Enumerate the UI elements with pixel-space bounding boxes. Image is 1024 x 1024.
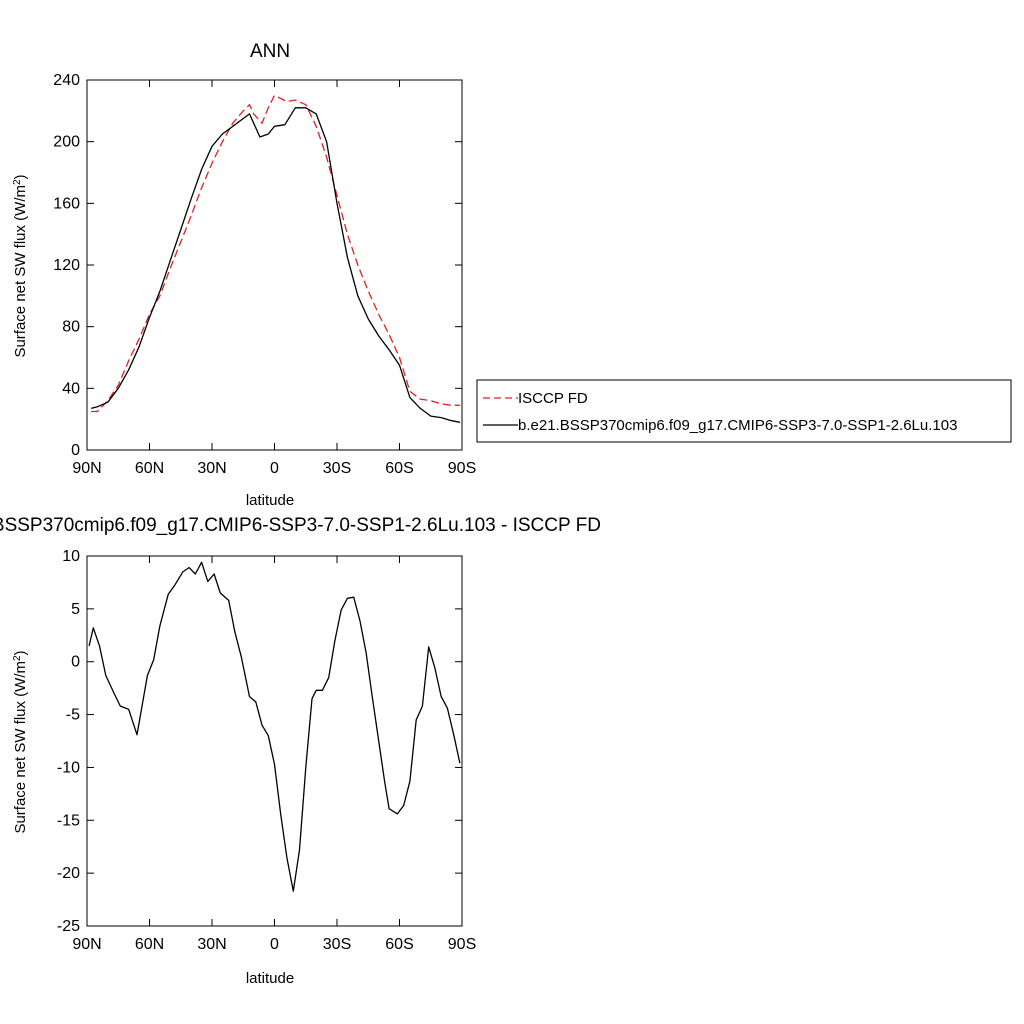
top-plot-frame bbox=[86, 79, 463, 451]
legend: ISCCP FD b.e21.BSSP370cmip6.f09_g17.CMIP… bbox=[476, 379, 1012, 443]
bottom-x-tick-label: 30N bbox=[197, 936, 226, 953]
bottom-x-tick-label: 60N bbox=[135, 936, 164, 953]
top-ticks: 0 40 80 120 160 200 240 90N 60N 30N 0 30S 60S 90S bbox=[53, 72, 476, 477]
top-x-tick-label: 90N bbox=[72, 460, 101, 477]
top-isccp-fd-line bbox=[91, 94, 460, 413]
top-y-tick-label: 200 bbox=[53, 134, 80, 151]
top-series bbox=[91, 94, 461, 423]
bottom-y-tick-label: 10 bbox=[62, 548, 80, 565]
bottom-y-tick-label: -15 bbox=[57, 812, 80, 829]
bottom-y-tick-label: -5 bbox=[66, 707, 80, 724]
bottom-y-tick-label: -10 bbox=[57, 759, 80, 776]
top-x-tick-label: 90S bbox=[448, 460, 476, 477]
bottom-x-tick-label: 30S bbox=[323, 936, 351, 953]
top-y-axis-label-close: ) bbox=[12, 174, 29, 179]
bottom-y-tick-label: -25 bbox=[57, 918, 80, 935]
top-x-tick-label: 30N bbox=[197, 460, 226, 477]
bottom-y-axis-label-text: Surface net SW flux (W/m bbox=[12, 661, 29, 834]
bottom-x-axis-label: latitude bbox=[246, 970, 294, 987]
bottom-plot-frame bbox=[86, 555, 463, 927]
bottom-chart-title: b.e21.BSSP370cmip6.f09_g17.CMIP6-SSP3-7.… bbox=[0, 515, 601, 536]
top-chart-title: ANN bbox=[250, 41, 290, 62]
top-y-axis-label: Surface net SW flux (W/m2) bbox=[12, 174, 30, 357]
legend-box bbox=[476, 379, 1012, 443]
top-y-axis-label-text: Surface net SW flux (W/m bbox=[12, 185, 29, 358]
top-x-tick-label: 0 bbox=[270, 460, 279, 477]
top-y-tick-label: 0 bbox=[71, 442, 80, 459]
legend-label-model: b.e21.BSSP370cmip6.f09_g17.CMIP6-SSP3-7.… bbox=[518, 417, 957, 434]
bottom-panel: b.e21.BSSP370cmip6.f09_g17.CMIP6-SSP3-7.… bbox=[0, 515, 601, 987]
bottom-x-tick-label: 90S bbox=[448, 936, 476, 953]
top-x-tick-label: 60S bbox=[385, 460, 413, 477]
bottom-y-axis-label-sup: 2 bbox=[12, 655, 23, 661]
bottom-x-tick-label: 0 bbox=[270, 936, 279, 953]
bottom-x-tick-label: 90N bbox=[72, 936, 101, 953]
bottom-series bbox=[88, 561, 461, 892]
bottom-x-tick-label: 60S bbox=[385, 936, 413, 953]
top-model-line bbox=[91, 107, 461, 423]
bottom-y-tick-label: 5 bbox=[71, 601, 80, 618]
top-y-tick-label: 40 bbox=[62, 380, 80, 397]
top-panel: ANN Surface net SW flux (W/m2) latitude … bbox=[12, 41, 477, 509]
top-x-axis-label: latitude bbox=[246, 492, 294, 509]
top-x-tick-label: 60N bbox=[135, 460, 164, 477]
top-y-tick-label: 120 bbox=[53, 257, 80, 274]
bottom-y-tick-label: 0 bbox=[71, 654, 80, 671]
bottom-y-tick-label: -20 bbox=[57, 865, 80, 882]
top-x-tick-label: 30S bbox=[323, 460, 351, 477]
top-y-tick-label: 80 bbox=[62, 319, 80, 336]
top-y-tick-label: 160 bbox=[53, 195, 80, 212]
legend-label-isccp: ISCCP FD bbox=[518, 390, 588, 407]
bottom-difference-line bbox=[88, 561, 461, 892]
bottom-y-axis-label-close: ) bbox=[12, 650, 29, 655]
bottom-y-axis-label: Surface net SW flux (W/m2) bbox=[12, 650, 30, 833]
top-y-tick-label: 240 bbox=[53, 72, 80, 89]
top-y-axis-label-sup: 2 bbox=[12, 179, 23, 185]
bottom-ticks: -25 -20 -15 -10 -5 0 5 10 90N 60N 30N 0 30S 60S 90S bbox=[57, 548, 476, 953]
